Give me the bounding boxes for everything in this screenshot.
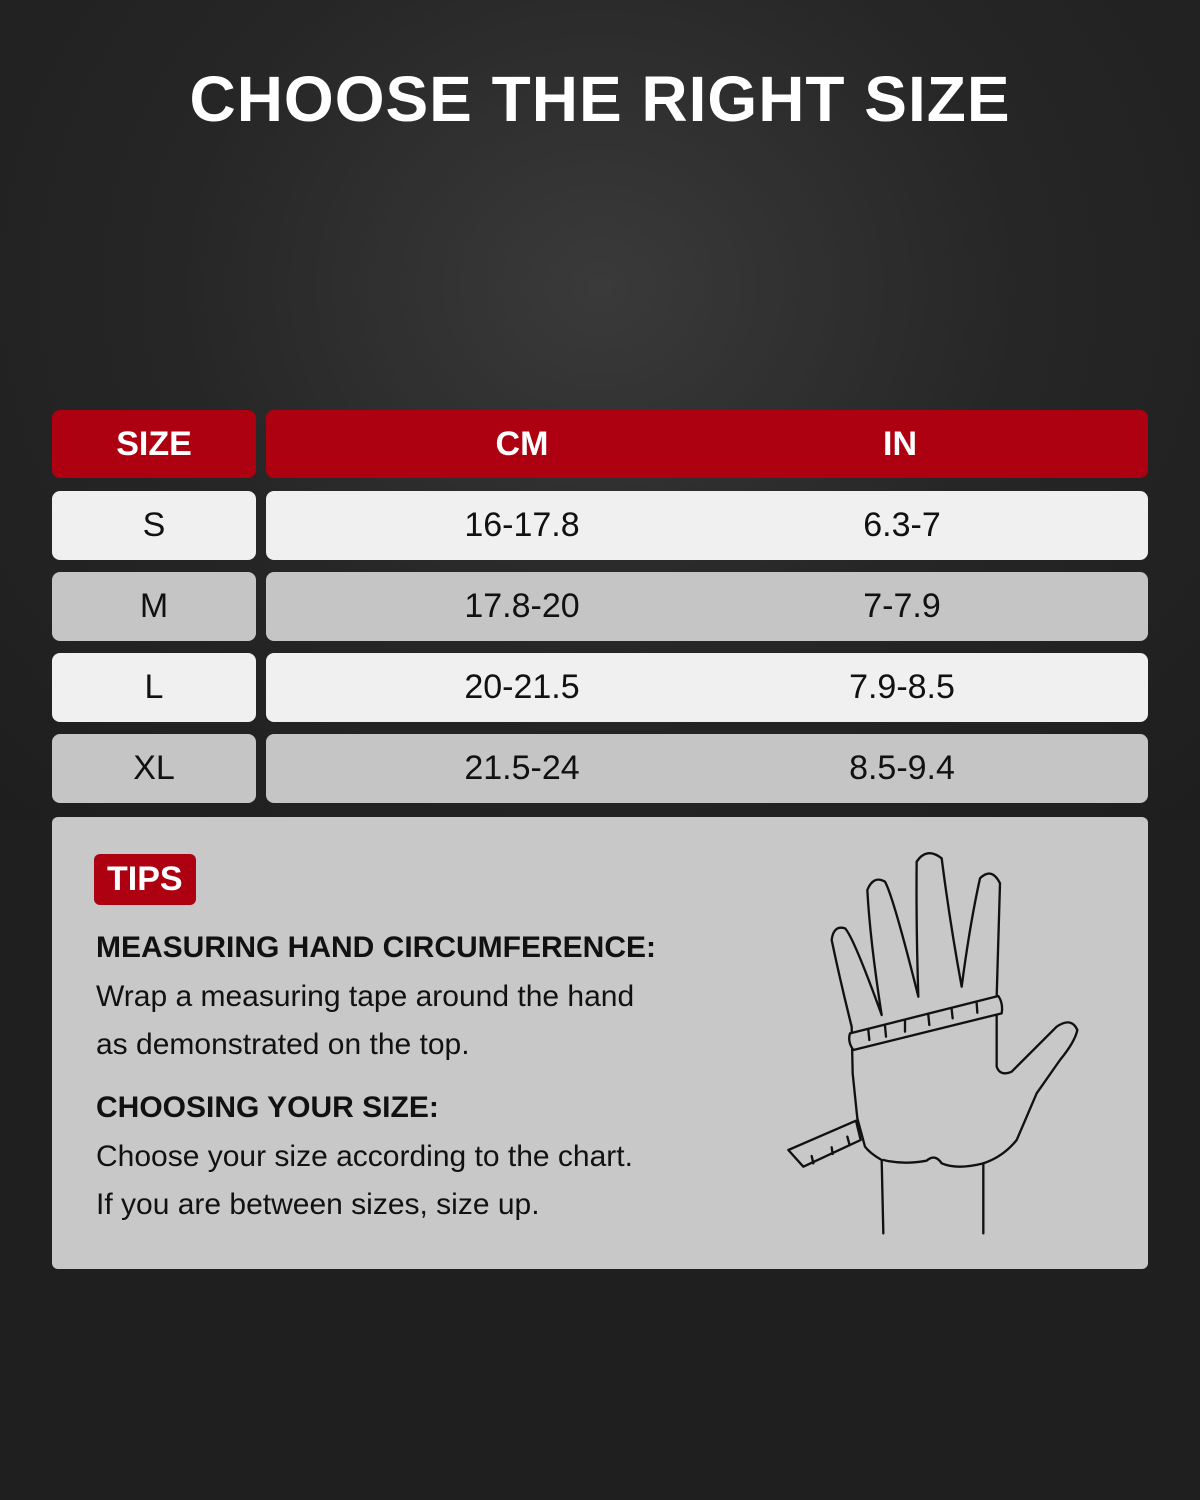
cm-cell: 17.8-20 [464, 587, 580, 625]
table-row: 17.8-20 7-7.9 [266, 572, 1148, 641]
cm-cell: 16-17.8 [464, 506, 580, 544]
page-title: CHOOSE THE RIGHT SIZE [189, 63, 1011, 135]
tips-heading-choosing: CHOOSING YOUR SIZE: [96, 1091, 439, 1124]
size-cell: M [52, 572, 256, 641]
size-cell: XL [52, 734, 256, 803]
tips-text-measuring-1: Wrap a measuring tape around the hand [96, 980, 635, 1013]
table-row: 20-21.5 7.9-8.5 [266, 653, 1148, 722]
tips-panel: TIPS MEASURING HAND CIRCUMFERENCE: Wrap … [52, 817, 1148, 1269]
table-row: 21.5-24 8.5-9.4 [266, 734, 1148, 803]
size-cell: S [52, 491, 256, 560]
size-cell: L [52, 653, 256, 722]
hand-measuring-tape-icon [787, 852, 1079, 1235]
cm-cell: 20-21.5 [464, 668, 580, 706]
in-cell: 6.3-7 [863, 506, 941, 544]
tips-heading-measuring: MEASURING HAND CIRCUMFERENCE: [96, 931, 656, 964]
in-cell: 7-7.9 [863, 587, 941, 625]
tips-text-choosing-2: If you are between sizes, size up. [96, 1188, 540, 1221]
header-in: IN [883, 424, 917, 463]
header-cm: CM [495, 424, 549, 463]
cm-cell: 21.5-24 [464, 749, 580, 787]
header-size: SIZE [52, 410, 256, 478]
in-cell: 7.9-8.5 [849, 668, 955, 706]
table-row: 16-17.8 6.3-7 [266, 491, 1148, 560]
tips-text-choosing-1: Choose your size according to the chart. [96, 1140, 633, 1173]
header-row: CM IN [266, 410, 1148, 478]
tips-badge: TIPS [94, 854, 196, 905]
tips-text-measuring-2: as demonstrated on the top. [96, 1028, 470, 1061]
in-cell: 8.5-9.4 [849, 749, 955, 787]
